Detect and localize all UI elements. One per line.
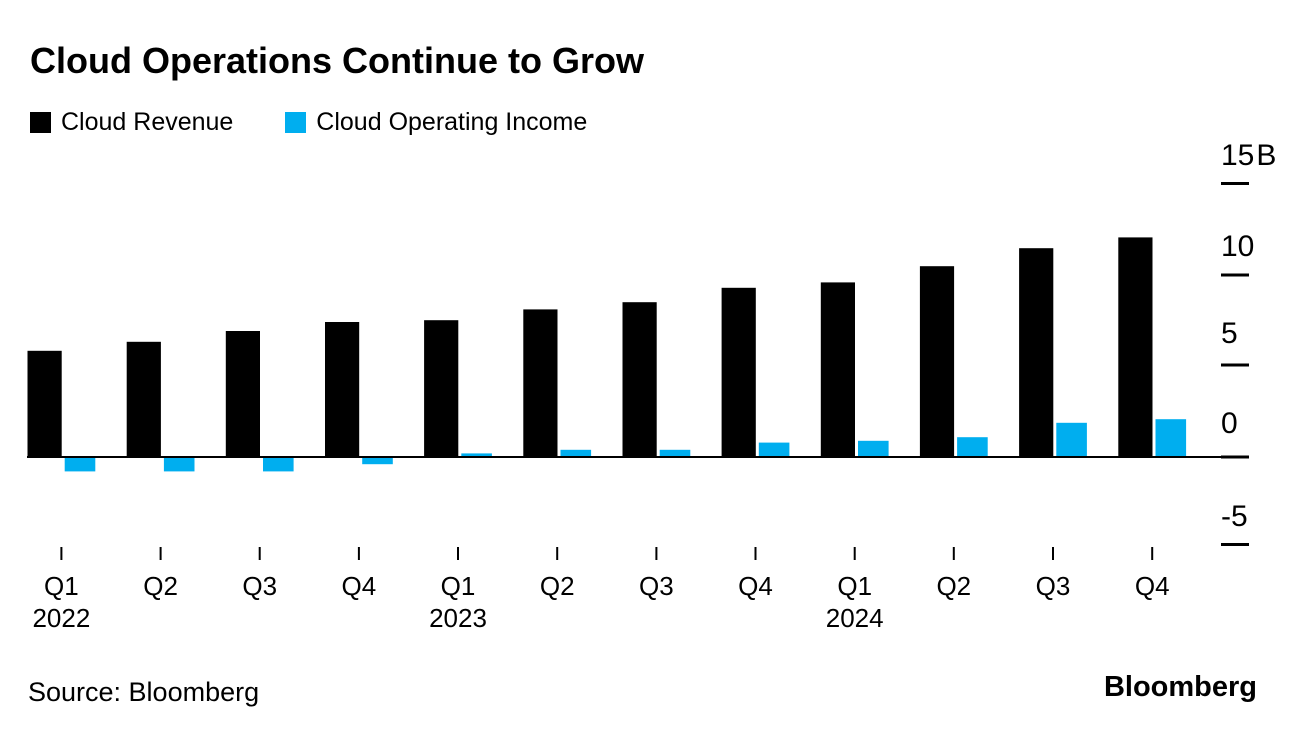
svg-text:5: 5 xyxy=(1221,317,1238,350)
svg-text:Source: Bloomberg: Source: Bloomberg xyxy=(28,677,259,707)
svg-text:0: 0 xyxy=(1221,407,1238,440)
svg-text:15B: 15B xyxy=(1221,139,1276,172)
svg-text:-5: -5 xyxy=(1221,500,1248,533)
svg-text:Q1: Q1 xyxy=(441,571,476,601)
svg-text:Q2: Q2 xyxy=(143,571,178,601)
svg-text:2022: 2022 xyxy=(32,603,90,633)
svg-text:Q3: Q3 xyxy=(242,571,277,601)
svg-text:Q2: Q2 xyxy=(540,571,575,601)
svg-text:Bloomberg: Bloomberg xyxy=(1104,671,1257,703)
svg-text:Q1: Q1 xyxy=(837,571,872,601)
svg-text:Q2: Q2 xyxy=(936,571,971,601)
svg-text:2024: 2024 xyxy=(826,603,884,633)
svg-text:Q3: Q3 xyxy=(639,571,674,601)
svg-text:Q4: Q4 xyxy=(342,571,377,601)
svg-text:10: 10 xyxy=(1221,230,1254,263)
svg-text:2023: 2023 xyxy=(429,603,487,633)
svg-text:Q4: Q4 xyxy=(738,571,773,601)
svg-text:Q1: Q1 xyxy=(44,571,79,601)
svg-text:Q4: Q4 xyxy=(1135,571,1170,601)
svg-text:Q3: Q3 xyxy=(1036,571,1071,601)
